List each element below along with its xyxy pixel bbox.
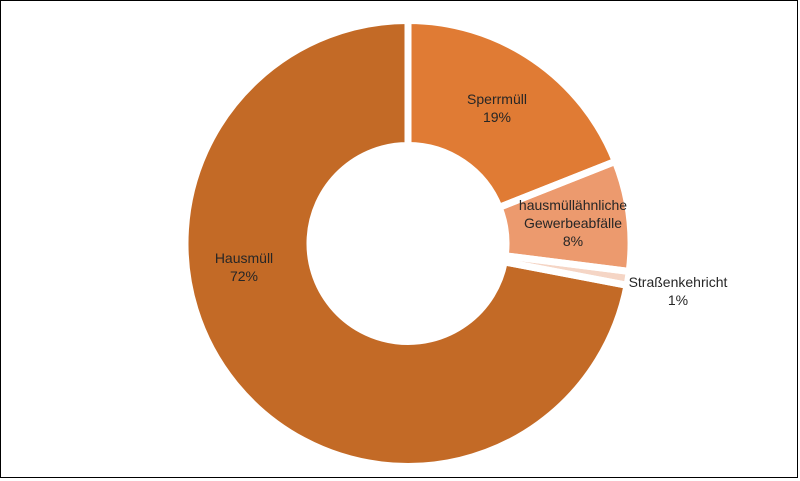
svg-text:19%: 19% bbox=[483, 109, 511, 125]
svg-text:1%: 1% bbox=[668, 292, 688, 308]
svg-text:Sperrmüll: Sperrmüll bbox=[467, 91, 527, 107]
svg-text:72%: 72% bbox=[230, 268, 258, 284]
svg-text:Straßenkehricht: Straßenkehricht bbox=[629, 274, 728, 290]
svg-text:Hausmüll: Hausmüll bbox=[215, 250, 273, 266]
svg-text:hausmüllähnliche: hausmüllähnliche bbox=[519, 197, 627, 213]
svg-text:8%: 8% bbox=[563, 233, 583, 249]
svg-text:Gewerbeabfälle: Gewerbeabfälle bbox=[524, 215, 622, 231]
